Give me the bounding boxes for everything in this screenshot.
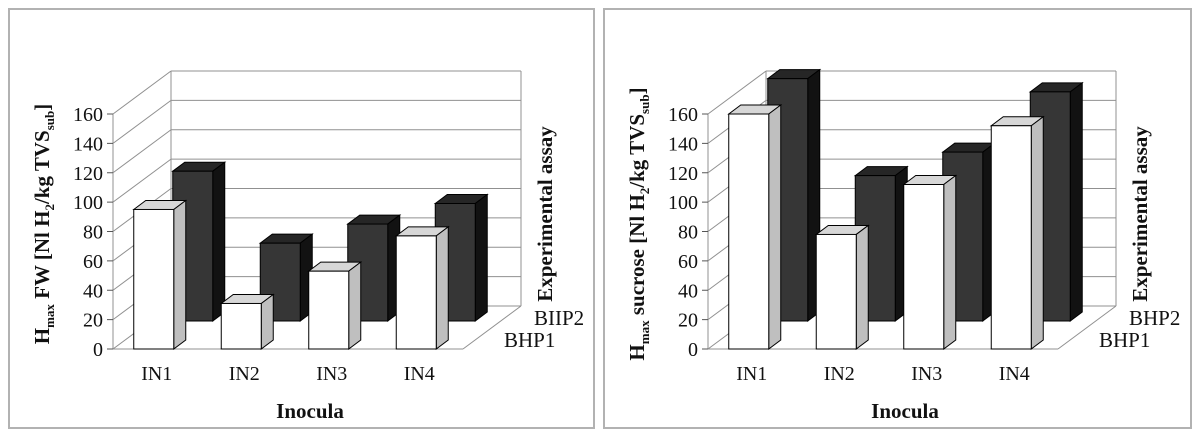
gridline	[112, 70, 172, 115]
bar-bhp1-in2	[815, 233, 857, 350]
y-tick-label: 120	[73, 163, 103, 185]
y-tick-label: 140	[668, 133, 698, 155]
bar-bhp1-in1	[133, 208, 175, 350]
bar3d-plot-sucrose: 0 20 40 60 80 100 120 140 160 IN1 IN2 IN3 IN4 BHP1BHP…	[668, 68, 1180, 385]
category-label-in2: IN2	[824, 363, 855, 385]
y-tick-label: 40	[678, 280, 698, 302]
category-label-in4: IN4	[999, 363, 1030, 385]
y-tick-label: 100	[668, 192, 698, 214]
y-tick-label: 80	[83, 222, 103, 244]
bar-bhp1-in3	[308, 270, 350, 350]
wall-edge	[462, 305, 522, 350]
y-tick-label: 120	[668, 163, 698, 185]
bar-bhp1-in2	[220, 302, 262, 350]
y-tick-label: 140	[73, 133, 103, 155]
bar-side-bhp1-in2	[260, 293, 274, 350]
gridline	[112, 158, 172, 203]
series-label-bhp1: BHP1	[1099, 328, 1150, 352]
bar-bhp1-in3	[903, 184, 945, 350]
y-tick-label: 160	[73, 104, 103, 126]
depth-axis-title: Experimental assay	[1128, 126, 1152, 302]
x-axis-title: Inocula	[276, 399, 344, 423]
x-axis-title: Inocula	[871, 399, 939, 423]
y-tick-label: 160	[668, 104, 698, 126]
bar-side-biip2-in4	[474, 193, 488, 322]
y-tick-label: 0	[688, 339, 698, 361]
category-label-in1: IN1	[141, 363, 172, 385]
bar-side-bhp1-in1	[768, 104, 782, 350]
y-tick-label: 100	[73, 192, 103, 214]
bar-side-bhp1-in3	[943, 174, 957, 350]
y-tick-label: 80	[678, 222, 698, 244]
category-label-in3: IN3	[911, 363, 942, 385]
category-label-in1: IN1	[736, 363, 767, 385]
series-label-bhp1: BHP1	[504, 328, 555, 352]
bar-side-bhp1-in3	[348, 261, 362, 350]
wall-edge	[1057, 305, 1117, 350]
y-axis-title: Hmax sucrose [Nl H2/kg TVSsub]	[625, 87, 653, 361]
y-tick-label: 60	[678, 251, 698, 273]
y-tick-label: 20	[678, 310, 698, 332]
category-label-in3: IN3	[316, 363, 347, 385]
depth-axis-title: Experimental assay	[533, 126, 557, 302]
category-label-in4: IN4	[404, 363, 435, 385]
category-label-in2: IN2	[229, 363, 260, 385]
bar-bhp1-in1	[728, 113, 770, 350]
series-label-bhp2: BHP2	[1129, 306, 1180, 330]
y-tick-label: 40	[83, 280, 103, 302]
bar-bhp1-in4	[395, 235, 437, 350]
bar-side-bhp1-in4	[435, 225, 449, 350]
series-label-biip2: BIIP2	[534, 306, 584, 330]
y-axis-title: Hmax FW [Nl H2/kg TVSsub]	[30, 103, 58, 345]
bar-side-biip2-in1	[212, 161, 226, 322]
bar-side-bhp1-in1	[173, 199, 187, 350]
gridline	[112, 129, 172, 174]
chart-panel-hmax-fw: 0 20 40 60 80 100 120 140 160 IN1 IN2 IN3 IN4 BHP1 BII…	[8, 8, 595, 429]
gridline	[112, 99, 172, 144]
gridline	[707, 70, 767, 115]
y-tick-label: 60	[83, 251, 103, 273]
bar-side-bhp1-in2	[855, 224, 869, 350]
bar-bhp1-in4	[990, 125, 1032, 350]
y-tick-label: 20	[83, 310, 103, 332]
chart-panel-hmax-sucrose: 0 20 40 60 80 100 120 140 160 IN1 IN2 IN3 IN4 BHP1 BHP…	[603, 8, 1192, 429]
bar-side-bhp1-in4	[1030, 115, 1044, 350]
bar-side-bhp2-in4	[1069, 81, 1083, 322]
bar3d-plot-fw: 0 20 40 60 80 100 120 140 160 IN1 IN2 IN3 IN4 BHP1BII…	[73, 70, 584, 385]
y-tick-label: 0	[93, 339, 103, 361]
